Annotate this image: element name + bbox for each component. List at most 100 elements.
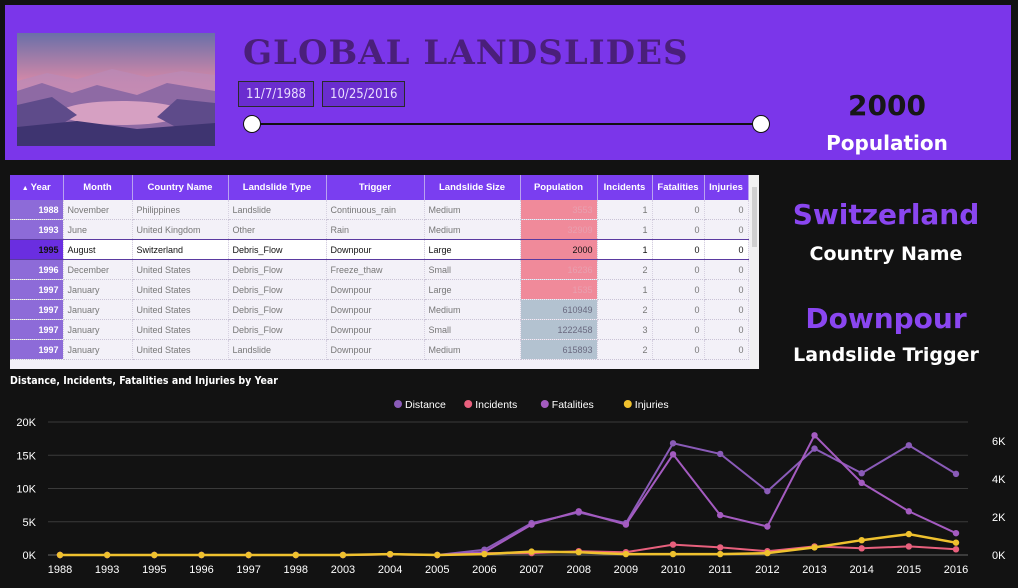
table-row[interactable]: 1997 January United States Landslide Downpou… — [10, 339, 749, 360]
data-point-injuries — [56, 551, 64, 559]
table-row[interactable]: 1996 December United States Debris_Flow Free… — [10, 259, 749, 280]
x-tick-label: 2009 — [614, 564, 638, 576]
trigger-cell: Continuous_rain — [326, 200, 425, 220]
trigger-cell: Downpour — [326, 339, 425, 360]
column-header-year[interactable]: ▲ Year — [10, 175, 64, 200]
data-point-injuries — [575, 548, 582, 556]
column-header-landslide-size[interactable]: Landslide Size — [424, 175, 521, 200]
x-tick-label: 1995 — [142, 564, 166, 576]
column-header-population[interactable]: Population — [520, 175, 598, 200]
x-tick-label: 2005 — [425, 564, 449, 576]
data-point-injuries — [952, 539, 960, 546]
y-left-tick-label: 10K — [16, 484, 36, 496]
legend-marker — [464, 400, 473, 408]
x-tick-label: 2011 — [708, 564, 732, 576]
data-point-fatalities — [669, 451, 677, 458]
month-cell: June — [63, 219, 133, 240]
data-point-fatalities — [575, 508, 582, 515]
data-point-fatalities — [811, 432, 818, 439]
data-point-injuries — [245, 551, 252, 559]
column-header-fatalities[interactable]: Fatalities — [652, 175, 705, 200]
column-header-month[interactable]: Month — [63, 175, 133, 200]
trigger-cell: Downpour — [326, 299, 425, 320]
landslide-size-cell: Large — [424, 239, 521, 260]
data-point-distance — [764, 487, 771, 495]
landslide-size-cell: Medium — [424, 339, 521, 360]
y-left-tick-label: 20K — [16, 417, 36, 429]
year-cell: 1997 — [10, 339, 64, 360]
table-scrollbar[interactable] — [750, 175, 759, 369]
country-card-label: Country Name — [809, 243, 963, 265]
x-tick-label: 2008 — [566, 564, 590, 576]
landslide-size-cell: Small — [424, 319, 521, 340]
year-cell: 1993 — [10, 219, 64, 240]
table-row[interactable]: 1997 January United States Debris_Flow Downp… — [10, 299, 749, 320]
month-cell: August — [63, 239, 133, 260]
data-point-injuries — [669, 550, 677, 558]
start-date-input[interactable]: 11/7/1988 — [238, 81, 314, 107]
date-range-slider-track[interactable] — [257, 123, 766, 125]
line-chart[interactable]: 0K 5K 10K 15K 20K 0K 2K 4K 6K 1988 1993 1995 1996 199… — [0, 388, 1018, 588]
column-header-country-name[interactable]: Country Name — [132, 175, 229, 200]
table-row[interactable]: 1988 November Philippines Landslide Continuo… — [10, 200, 749, 220]
population-cell: 16236 — [520, 259, 598, 280]
data-point-incidents — [952, 546, 960, 553]
data-point-injuries — [434, 551, 441, 559]
date-slider-end-handle[interactable] — [752, 115, 770, 133]
y-left-tick-label: 0K — [23, 550, 37, 562]
legend-marker — [623, 400, 632, 408]
injuries-cell: 0 — [704, 339, 749, 360]
incidents-cell: 2 — [597, 299, 653, 320]
legend-marker — [394, 400, 402, 408]
landslide-type-cell: Debris_Flow — [228, 319, 327, 340]
legend-label: Incidents — [475, 399, 517, 411]
population-cell: 32909 — [520, 219, 598, 240]
injuries-cell: 0 — [704, 279, 749, 300]
data-point-injuries — [622, 550, 630, 558]
fatalities-cell: 0 — [652, 299, 705, 320]
date-slider-start-handle[interactable] — [243, 115, 261, 133]
year-cell: 1997 — [10, 319, 64, 340]
x-tick-label: 1996 — [189, 564, 213, 576]
fatalities-cell: 0 — [652, 279, 705, 300]
dashboard-title: GLOBAL LANDSLIDES — [243, 33, 689, 73]
y-left-tick-label: 5K — [23, 517, 37, 529]
column-header-incidents[interactable]: Incidents — [597, 175, 653, 200]
landslide-size-cell: Large — [424, 279, 521, 300]
data-point-fatalities — [622, 521, 630, 528]
x-tick-label: 2014 — [849, 564, 873, 576]
table-scrollbar-thumb[interactable] — [752, 187, 757, 247]
y-left-tick-label: 15K — [16, 450, 36, 462]
incidents-cell: 3 — [597, 319, 653, 340]
landslide-size-cell: Medium — [424, 200, 521, 220]
landslide-size-cell: Medium — [424, 219, 521, 240]
end-date-input[interactable]: 10/25/2016 — [322, 81, 406, 107]
table-row[interactable]: 1993 June United Kingdom Other Rain Medium 329… — [10, 219, 749, 240]
trigger-cell: Freeze_thaw — [326, 259, 425, 280]
landscape-illustration — [17, 33, 215, 146]
incidents-cell: 1 — [597, 239, 653, 260]
table-row[interactable]: 1997 January United States Debris_Flow Downp… — [10, 319, 749, 340]
incidents-cell: 1 — [597, 200, 653, 220]
column-header-trigger[interactable]: Trigger — [326, 175, 425, 200]
table-row[interactable]: 1997 January United States Debris_Flow Downp… — [10, 279, 749, 300]
x-tick-label: 2015 — [897, 564, 921, 576]
population-cell: 1222458 — [520, 319, 598, 340]
trigger-card-label: Landslide Trigger — [793, 344, 979, 366]
x-tick-label: 1997 — [236, 564, 260, 576]
month-cell: November — [63, 200, 133, 220]
year-cell: 1997 — [10, 299, 64, 320]
table-row[interactable]: 1995 August Switzerland Debris_Flow Downpour… — [10, 239, 749, 260]
column-header-landslide-type[interactable]: Landslide Type — [228, 175, 327, 200]
landslide-table[interactable]: ▲ Year Month Country Name Landslide Type… — [10, 175, 758, 369]
series-line-injuries — [60, 532, 957, 557]
data-point-injuries — [151, 551, 158, 559]
population-cell: 2000 — [520, 239, 598, 260]
data-point-injuries — [717, 550, 724, 558]
data-point-injuries — [198, 551, 205, 559]
x-tick-label: 1988 — [48, 564, 72, 576]
month-cell: January — [63, 319, 133, 340]
column-header-injuries[interactable]: Injuries — [704, 175, 749, 200]
data-point-injuries — [386, 550, 394, 558]
month-cell: January — [63, 279, 133, 300]
